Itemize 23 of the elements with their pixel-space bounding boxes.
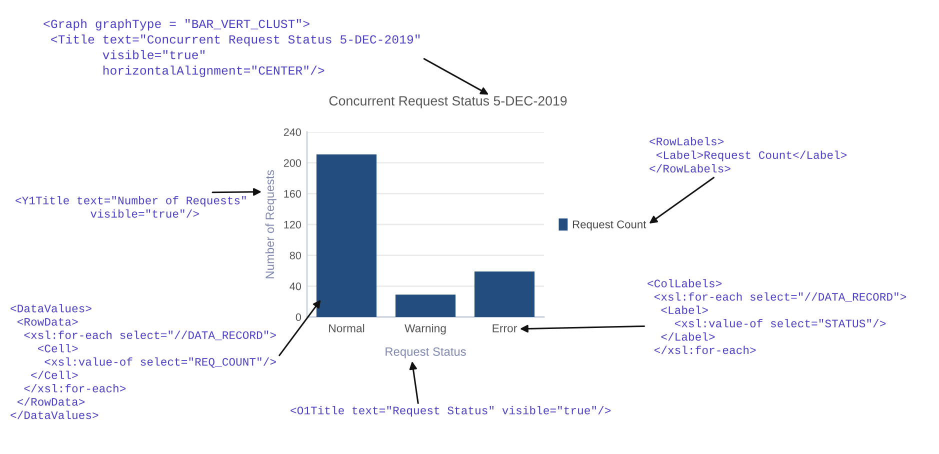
- text: <Graph graphType = "BAR_VERT_CLUST"> <Title text="Concurrent Request Status 5-DEC-2019" visible="true" horizontalAlignment="CENTER"/>: [44, 19, 420, 78]
- y-tick-label: 200: [284, 159, 302, 167]
- bar: [316, 154, 377, 317]
- y-tick-label: 40: [290, 282, 302, 290]
- y-tick-label: 80: [290, 252, 302, 260]
- chart-title: Concurrent Request Status 5-DEC-2019: [329, 96, 567, 108]
- text: <RowLabels> <Label>Request Count</Label> </RowLabels>: [650, 137, 847, 173]
- x-axis-title: Request Status: [386, 347, 466, 358]
- y-axis-title: Number of Requests: [265, 170, 276, 278]
- bar: [395, 294, 456, 317]
- x-tick-label: Error: [492, 324, 517, 332]
- x-tick-label: Warning: [404, 324, 446, 335]
- bar: [474, 272, 535, 317]
- y-tick-label: 240: [284, 128, 302, 136]
- y-tick-label: 120: [284, 220, 302, 229]
- y-tick-label: 160: [284, 190, 302, 198]
- text: <ColLabels> <xsl:for-each select="//DATA_RECORD"> <Label> <xsl:value-of select="STATUS"/> </Label> </xsl:for-each>: [648, 279, 906, 354]
- text: <O1Title text="Request Status" visible="true"/>: [290, 406, 611, 417]
- text: <Y1Title text="Number of Requests" visible="true"/>: [16, 196, 246, 218]
- legend-label: Request Count: [572, 220, 646, 231]
- x-tick-label: Normal: [329, 324, 364, 332]
- text: <DataValues> <RowData> <xsl:for-each select="//DATA_RECORD"> <Cell> <xsl:value-of select="REQ_COUNT"/> </Cell> </xsl:for-each> </RowData> </DataValues>: [10, 304, 276, 420]
- y-tick-label: 0: [296, 313, 302, 322]
